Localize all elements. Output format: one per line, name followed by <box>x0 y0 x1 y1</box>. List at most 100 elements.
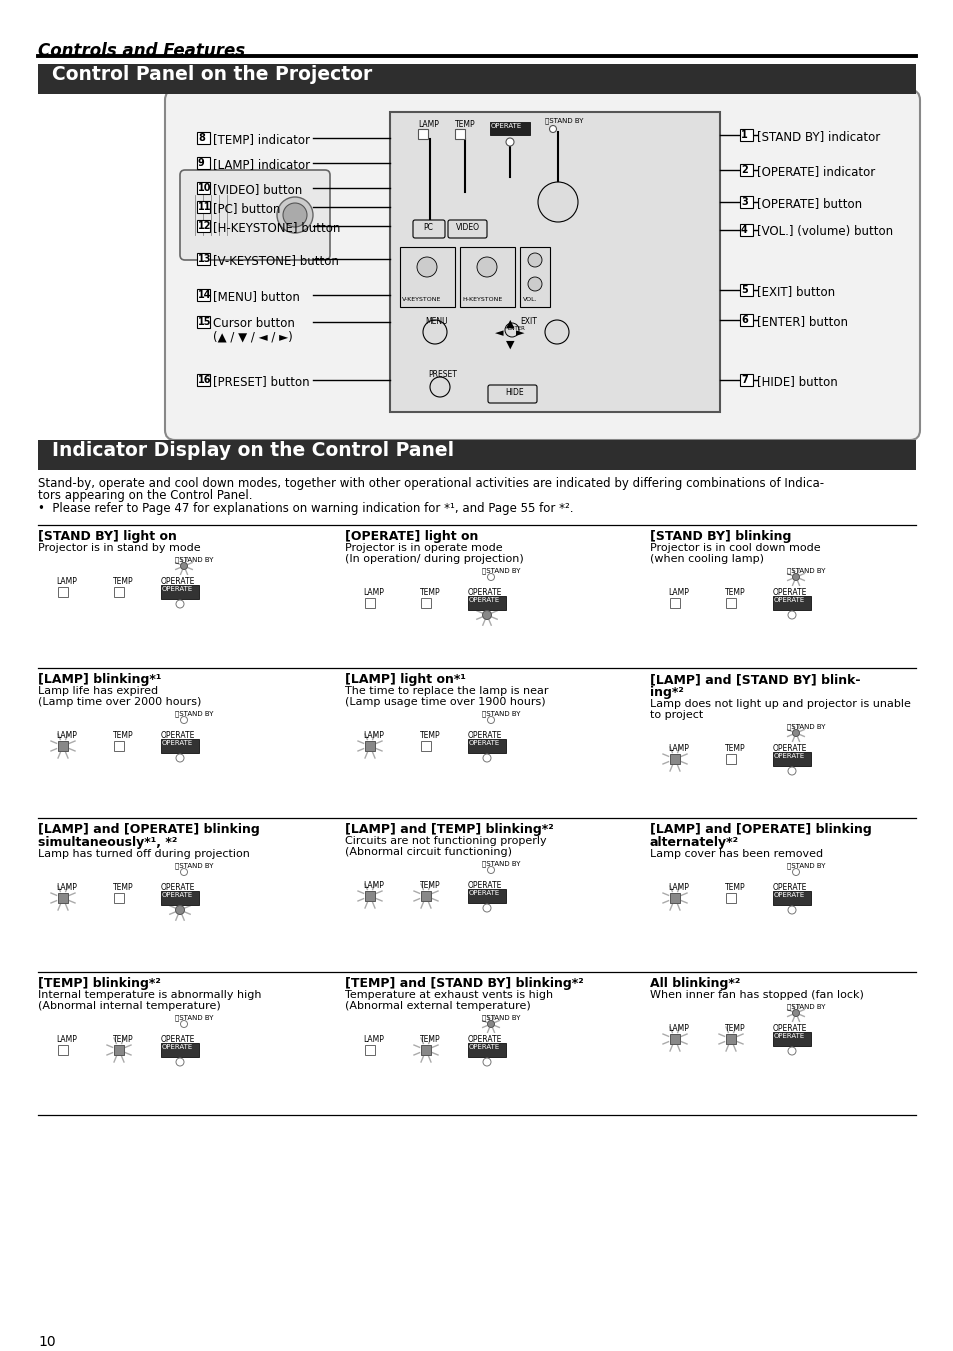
Text: Indicator Display on the Control Panel: Indicator Display on the Control Panel <box>52 440 454 459</box>
Circle shape <box>175 754 184 762</box>
Text: OPERATE: OPERATE <box>468 1035 502 1044</box>
Text: ⭘STAND BY: ⭘STAND BY <box>481 861 520 866</box>
Text: H-KEYSTONE: H-KEYSTONE <box>461 297 501 303</box>
FancyBboxPatch shape <box>413 220 444 238</box>
Text: •  Please refer to Page 47 for explanations on warning indication for *¹, and Pa: • Please refer to Page 47 for explanatio… <box>38 503 573 515</box>
Text: 7: 7 <box>740 376 747 385</box>
Bar <box>740 128 752 141</box>
Text: TEMP: TEMP <box>112 884 133 892</box>
Text: OPERATE: OPERATE <box>161 577 195 586</box>
Circle shape <box>180 716 188 724</box>
Bar <box>725 893 735 902</box>
FancyBboxPatch shape <box>448 220 486 238</box>
Text: All blinking*²: All blinking*² <box>649 977 740 990</box>
Text: Lamp cover has been removed: Lamp cover has been removed <box>649 848 822 859</box>
Text: 2: 2 <box>740 165 747 176</box>
Text: 14: 14 <box>198 290 212 300</box>
Circle shape <box>482 904 491 912</box>
Text: TEMP: TEMP <box>455 120 476 128</box>
Text: [LAMP] blinking*¹: [LAMP] blinking*¹ <box>38 673 161 686</box>
Text: ⭘STAND BY: ⭘STAND BY <box>786 723 824 730</box>
Text: VOL.: VOL. <box>522 297 537 303</box>
Text: TEMP: TEMP <box>419 731 440 740</box>
Bar <box>113 893 124 902</box>
Bar <box>772 1032 810 1046</box>
Text: OPERATE: OPERATE <box>468 881 502 890</box>
Text: TEMP: TEMP <box>419 588 440 597</box>
Text: LAMP: LAMP <box>417 120 438 128</box>
Text: [OPERATE] button: [OPERATE] button <box>757 197 862 209</box>
Circle shape <box>487 716 494 724</box>
Text: [LAMP] light on*¹: [LAMP] light on*¹ <box>345 673 465 686</box>
Bar <box>196 182 210 195</box>
Bar <box>196 253 210 265</box>
Circle shape <box>482 754 491 762</box>
Text: OPERATE: OPERATE <box>773 753 804 759</box>
Bar <box>772 753 810 766</box>
Text: OPERATE: OPERATE <box>772 1024 806 1034</box>
Text: OPERATE: OPERATE <box>161 1035 195 1044</box>
Circle shape <box>283 203 307 227</box>
Bar <box>669 598 679 608</box>
Text: (In operation/ during projection): (In operation/ during projection) <box>345 554 523 563</box>
Circle shape <box>422 320 447 345</box>
Text: LAMP: LAMP <box>56 884 77 892</box>
Bar <box>365 1046 375 1055</box>
Text: LAMP: LAMP <box>667 884 688 892</box>
Text: OPERATE: OPERATE <box>162 586 193 592</box>
Bar <box>740 313 752 326</box>
Text: 13: 13 <box>198 254 212 263</box>
Text: [PC] button: [PC] button <box>213 203 280 215</box>
Circle shape <box>487 1020 494 1028</box>
Text: OPERATE: OPERATE <box>469 1044 499 1050</box>
Text: (when cooling lamp): (when cooling lamp) <box>649 554 763 563</box>
Circle shape <box>482 611 491 620</box>
Circle shape <box>487 866 494 874</box>
Bar <box>161 1043 199 1056</box>
Text: [STAND BY] indicator: [STAND BY] indicator <box>757 130 880 143</box>
Text: 10: 10 <box>198 182 212 193</box>
Circle shape <box>504 323 518 336</box>
Text: LAMP: LAMP <box>363 588 383 597</box>
Text: VIDEO: VIDEO <box>456 223 479 232</box>
Text: LAMP: LAMP <box>56 1035 77 1044</box>
Bar <box>38 440 915 470</box>
Bar <box>420 598 431 608</box>
Circle shape <box>416 257 436 277</box>
Circle shape <box>180 562 188 570</box>
Text: tors appearing on the Control Panel.: tors appearing on the Control Panel. <box>38 489 253 503</box>
Text: 12: 12 <box>198 222 212 231</box>
Circle shape <box>537 182 578 222</box>
Text: TEMP: TEMP <box>724 744 745 753</box>
Bar <box>740 196 752 208</box>
Text: [TEMP] indicator: [TEMP] indicator <box>213 132 310 146</box>
Text: Projector is in cool down mode: Projector is in cool down mode <box>649 543 820 553</box>
Text: ⭘STAND BY: ⭘STAND BY <box>174 711 213 716</box>
Bar <box>669 754 679 765</box>
Bar <box>113 740 124 751</box>
Bar <box>740 224 752 236</box>
Bar <box>196 157 210 169</box>
Text: ⭘STAND BY: ⭘STAND BY <box>786 1002 824 1009</box>
Bar <box>196 316 210 328</box>
Bar <box>58 586 68 597</box>
Text: OPERATE: OPERATE <box>491 123 521 128</box>
Text: OPERATE: OPERATE <box>773 597 804 603</box>
Text: [LAMP] and [OPERATE] blinking: [LAMP] and [OPERATE] blinking <box>649 823 871 836</box>
Circle shape <box>544 320 568 345</box>
Circle shape <box>527 253 541 267</box>
Text: ⭘STAND BY: ⭘STAND BY <box>786 862 824 869</box>
Bar <box>113 1046 124 1055</box>
Bar <box>196 374 210 386</box>
Text: (Lamp usage time over 1900 hours): (Lamp usage time over 1900 hours) <box>345 697 545 707</box>
Bar <box>468 739 505 753</box>
Bar <box>390 112 720 412</box>
Text: LAMP: LAMP <box>363 881 383 890</box>
Bar <box>161 739 199 753</box>
Text: TEMP: TEMP <box>724 884 745 892</box>
Bar <box>365 598 375 608</box>
Bar <box>519 247 550 307</box>
Circle shape <box>787 1047 795 1055</box>
Bar <box>468 596 505 611</box>
Bar <box>58 740 68 751</box>
